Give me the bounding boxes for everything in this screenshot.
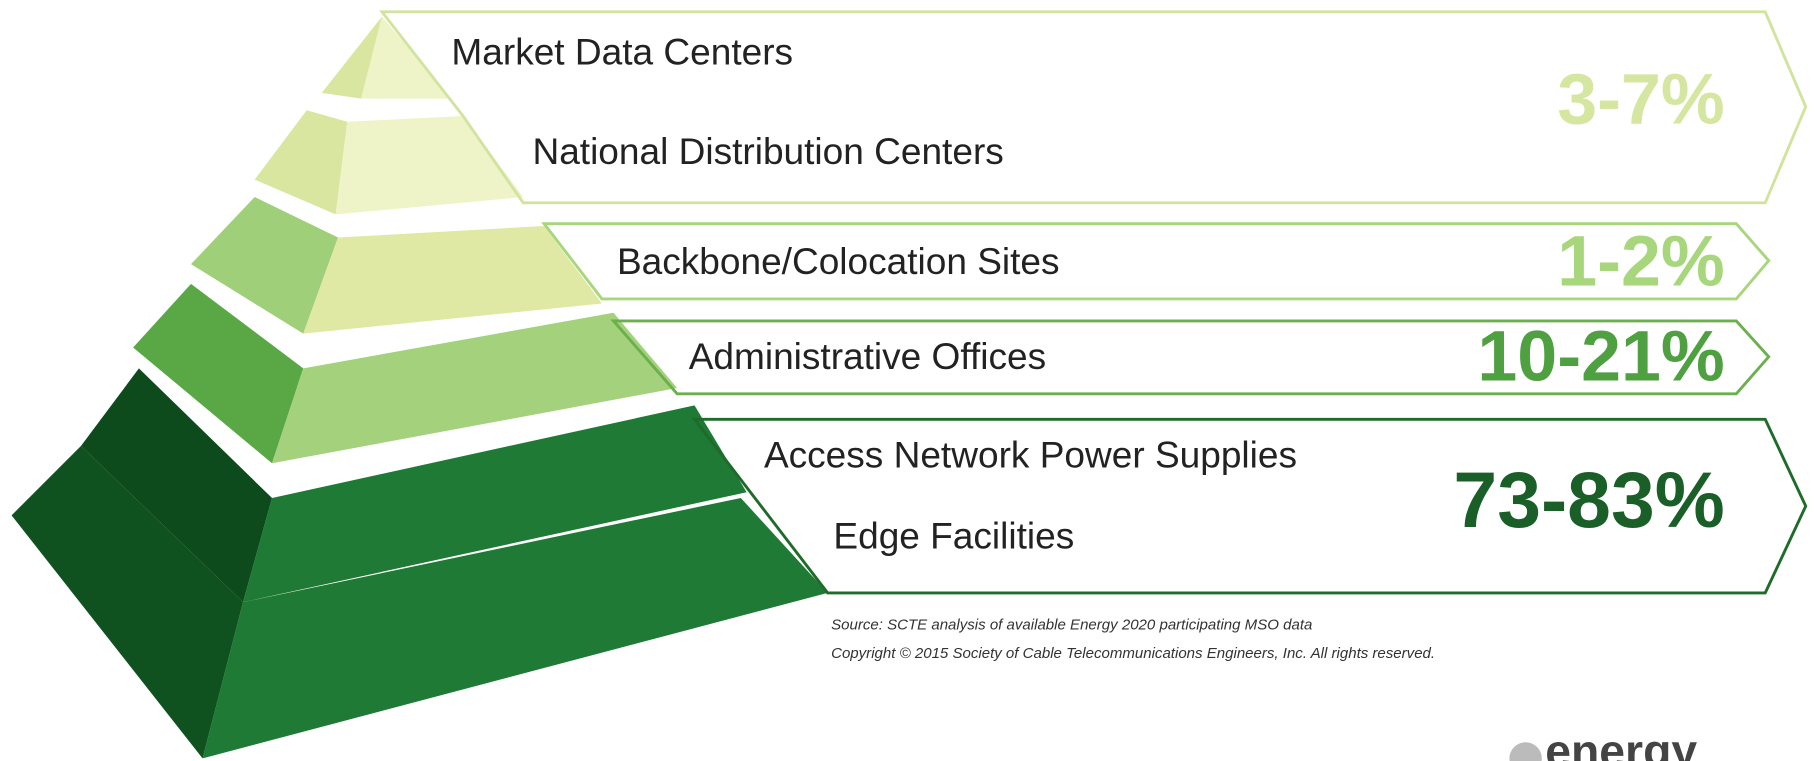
market-front	[361, 16, 452, 99]
arrow-1	[379, 10, 1808, 205]
tier-label: Backbone/Colocation Sites	[617, 240, 1060, 282]
edge-front	[202, 497, 828, 759]
tier-label: Access Network Power Supplies	[764, 433, 1297, 475]
admin-front	[272, 312, 678, 464]
national-front	[335, 116, 524, 215]
logo-icon	[1509, 742, 1542, 761]
backbone-left	[190, 197, 338, 334]
arrow-3	[610, 319, 1771, 396]
tier-label: Edge Facilities	[833, 514, 1074, 556]
copyright: Copyright © 2015 Society of Cable Teleco…	[831, 645, 1435, 662]
tier-share: 1-2%	[1557, 221, 1725, 301]
tier-label: National Distribution Centers	[532, 130, 1003, 172]
tier-share: 73-83%	[1453, 456, 1724, 544]
access-left	[81, 368, 273, 603]
market-left	[321, 16, 382, 99]
arrow-2	[541, 222, 1771, 301]
national-left	[254, 110, 348, 215]
tier-share: 10-21%	[1477, 316, 1724, 396]
source: Source: SCTE analysis of available Energ…	[831, 616, 1312, 633]
arrows	[379, 10, 1808, 595]
tier-label: Administrative Offices	[689, 335, 1046, 377]
tier-label: Market Data Centers	[451, 30, 793, 72]
tier-share: 3-7%	[1557, 59, 1725, 139]
arrow-4	[691, 417, 1808, 595]
access-front	[243, 405, 747, 603]
backbone-front	[303, 225, 602, 334]
admin-left	[133, 283, 304, 464]
edge-left	[11, 445, 244, 759]
logo: energy	[1545, 725, 1697, 761]
pyramid	[11, 16, 828, 759]
